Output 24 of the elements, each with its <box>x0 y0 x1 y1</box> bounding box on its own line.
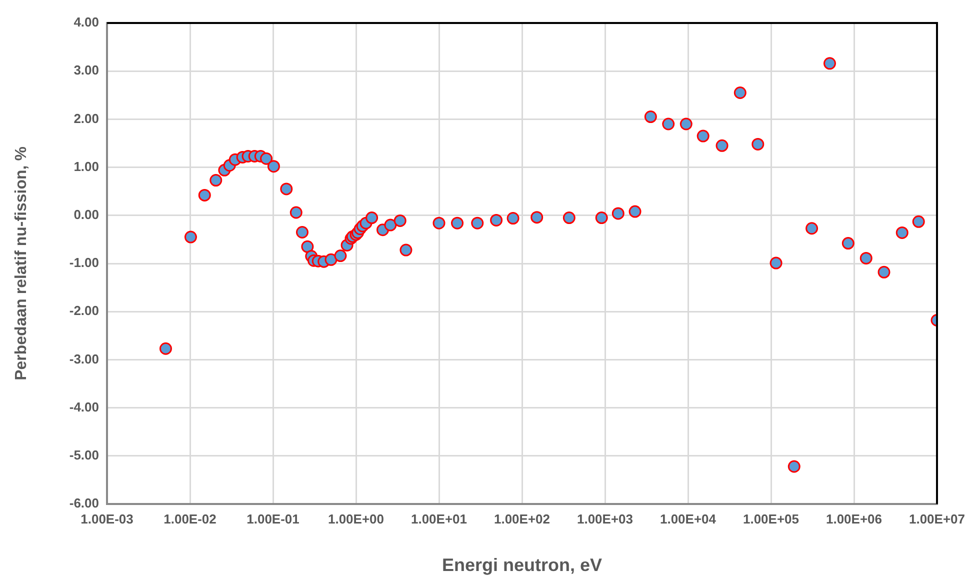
x-tick-label: 1.00E-03 <box>80 511 134 526</box>
x-tick-label: 1.00E-01 <box>246 511 300 526</box>
y-tick-label: -1.00 <box>69 255 99 270</box>
y-tick-label: 0.00 <box>74 206 99 222</box>
y-tick-label: 1.00 <box>74 158 99 174</box>
y-tick-label: 4.00 <box>74 14 99 30</box>
y-tick-label: -2.00 <box>69 303 99 318</box>
y-tick-label: -6.00 <box>69 496 99 511</box>
x-tick-label: 1.00E+05 <box>742 511 800 526</box>
x-tick-label: 1.00E+07 <box>908 511 966 526</box>
x-tick-label: 1.00E+04 <box>660 511 717 526</box>
x-axis-title: Energi neutron, eV <box>442 555 602 576</box>
x-tick-label: 1.00E+02 <box>494 511 550 526</box>
y-tick-label: -3.00 <box>69 351 99 366</box>
x-tick-label: 1.00E+01 <box>410 511 468 526</box>
y-tick-label: 2.00 <box>74 110 99 126</box>
x-tick-label: 1.00E+06 <box>826 511 882 526</box>
y-tick-label: 3.00 <box>74 62 99 78</box>
x-tick-label: 1.00E+00 <box>328 511 384 526</box>
y-axis-title: Perbedaan relatif nu-fission, % <box>13 146 30 380</box>
x-tick-label: 1.00E-02 <box>164 511 216 526</box>
y-tick-label: -5.00 <box>69 447 99 462</box>
y-tick-label: -4.00 <box>69 399 99 414</box>
x-tick-label: 1.00E+03 <box>576 511 634 526</box>
